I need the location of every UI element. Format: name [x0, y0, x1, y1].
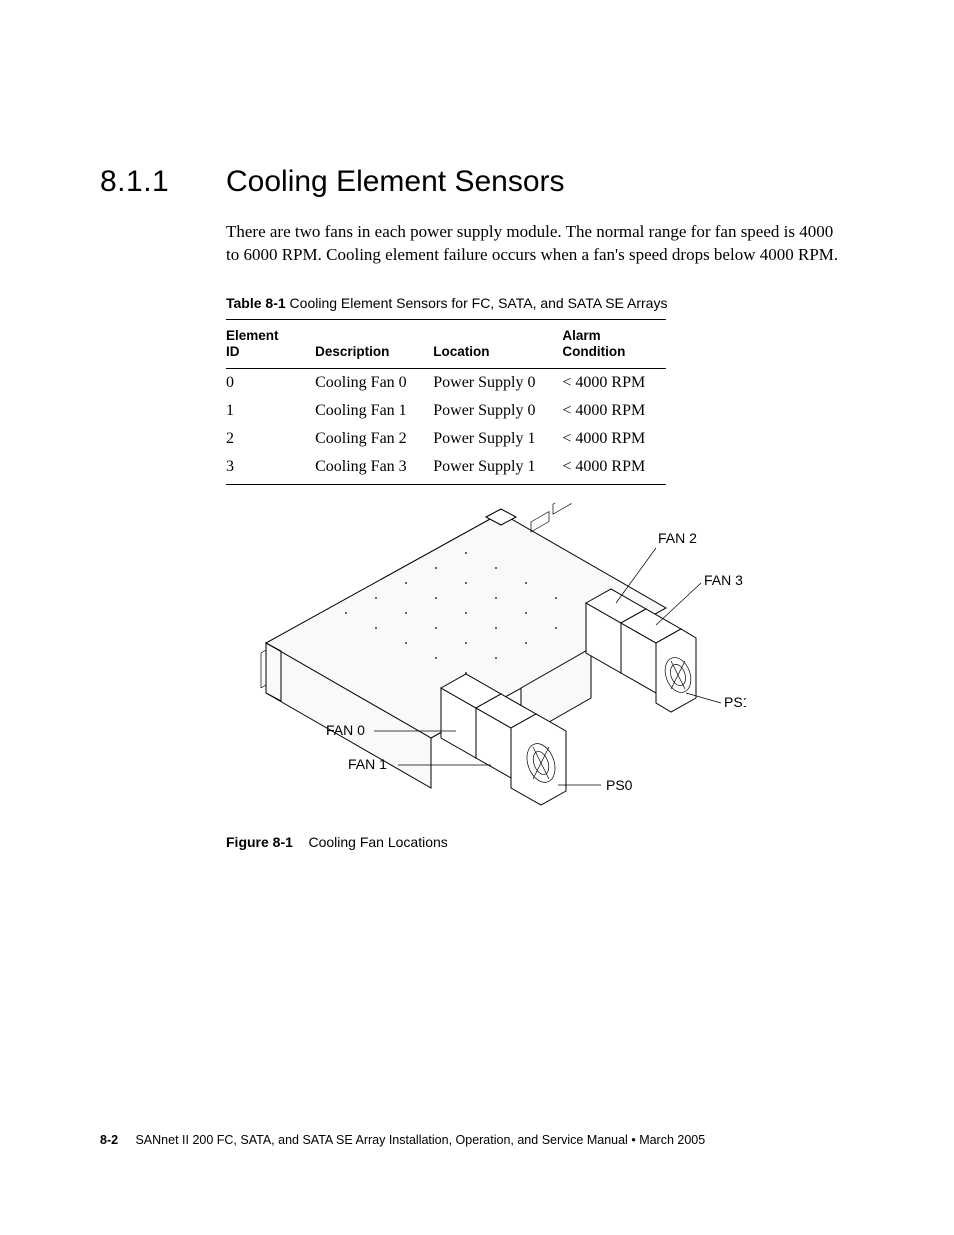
table-header-element-id: ElementID — [226, 319, 315, 368]
cell-id: 3 — [226, 453, 315, 485]
sensors-table: ElementID Description Location AlarmCond… — [226, 319, 666, 485]
cell-alarm: < 4000 RPM — [562, 397, 666, 425]
cell-desc: Cooling Fan 3 — [315, 453, 433, 485]
table-header-location: Location — [433, 319, 562, 368]
table-row: 3 Cooling Fan 3 Power Supply 1 < 4000 RP… — [226, 453, 666, 485]
cell-id: 0 — [226, 369, 315, 398]
table-label: Table 8-1 — [226, 295, 286, 311]
cell-loc: Power Supply 1 — [433, 425, 562, 453]
table-caption: Table 8-1 Cooling Element Sensors for FC… — [226, 295, 854, 311]
table-header-description: Description — [315, 319, 433, 368]
section-title: Cooling Element Sensors — [226, 165, 565, 199]
section-number: 8.1.1 — [100, 165, 226, 199]
page-number: 8-2 — [100, 1133, 118, 1147]
cell-id: 1 — [226, 397, 315, 425]
page-footer: 8-2 SANnet II 200 FC, SATA, and SATA SE … — [100, 1133, 705, 1147]
table-row: 2 Cooling Fan 2 Power Supply 1 < 4000 RP… — [226, 425, 666, 453]
footer-separator: • — [631, 1133, 639, 1147]
callout-ps0: PS0 — [606, 777, 633, 793]
cell-loc: Power Supply 0 — [433, 397, 562, 425]
figure-label: Figure 8-1 — [226, 834, 293, 850]
cell-id: 2 — [226, 425, 315, 453]
cell-alarm: < 4000 RPM — [562, 369, 666, 398]
figure-title: Cooling Fan Locations — [308, 834, 447, 850]
cell-loc: Power Supply 1 — [433, 453, 562, 485]
table-row: 0 Cooling Fan 0 Power Supply 0 < 4000 RP… — [226, 369, 666, 398]
cell-desc: Cooling Fan 1 — [315, 397, 433, 425]
section-heading: 8.1.1 Cooling Element Sensors — [100, 165, 854, 199]
footer-date: March 2005 — [639, 1133, 705, 1147]
ps0-body — [511, 714, 566, 805]
callout-fan1: FAN 1 — [348, 756, 387, 772]
cell-desc: Cooling Fan 2 — [315, 425, 433, 453]
table-header-alarm: AlarmCondition — [562, 319, 666, 368]
footer-doc-title: SANnet II 200 FC, SATA, and SATA SE Arra… — [135, 1133, 627, 1147]
cell-loc: Power Supply 0 — [433, 369, 562, 398]
callout-fan3: FAN 3 — [704, 572, 743, 588]
body-paragraph: There are two fans in each power supply … — [226, 221, 846, 267]
ps1-body — [656, 629, 696, 712]
cell-alarm: < 4000 RPM — [562, 453, 666, 485]
table-title: Cooling Element Sensors for FC, SATA, an… — [290, 295, 668, 311]
cooling-fan-diagram-svg: FAN 2 FAN 3 PS1 PS0 FAN 0 FAN 1 — [226, 503, 746, 813]
figure-diagram: FAN 2 FAN 3 PS1 PS0 FAN 0 FAN 1 — [226, 503, 746, 818]
table-row: 1 Cooling Fan 1 Power Supply 0 < 4000 RP… — [226, 397, 666, 425]
cell-desc: Cooling Fan 0 — [315, 369, 433, 398]
cell-alarm: < 4000 RPM — [562, 425, 666, 453]
figure-caption: Figure 8-1 Cooling Fan Locations — [226, 834, 854, 850]
callout-fan0: FAN 0 — [326, 722, 365, 738]
callout-ps1: PS1 — [724, 694, 746, 710]
callout-fan2: FAN 2 — [658, 530, 697, 546]
